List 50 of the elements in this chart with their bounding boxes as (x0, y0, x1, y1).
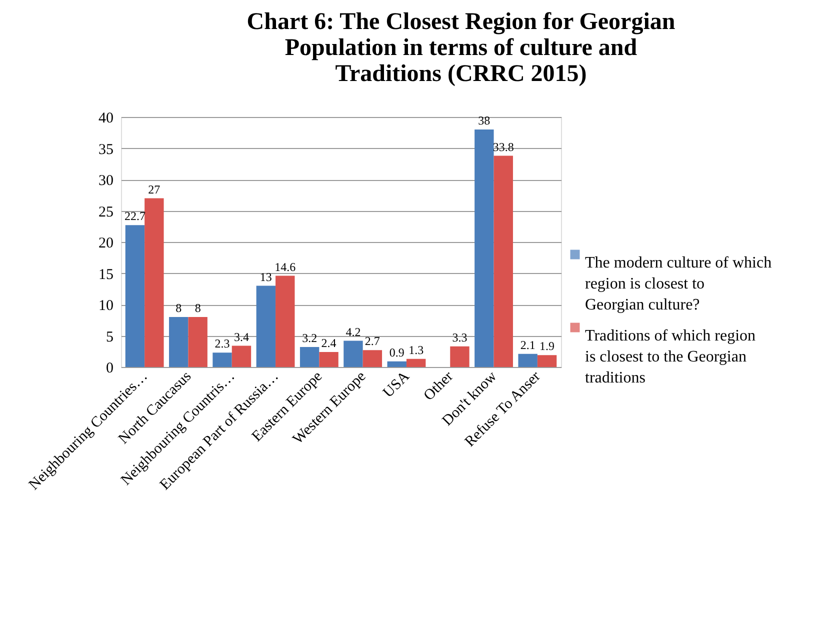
bar (188, 317, 208, 367)
bar (406, 358, 426, 367)
bar (300, 347, 320, 367)
data-label: 0.9 (389, 345, 404, 360)
data-label: 3.4 (234, 330, 249, 344)
data-label: 1.3 (408, 342, 424, 357)
data-label: 2.1 (520, 338, 536, 352)
bar (450, 346, 470, 367)
bar (537, 355, 557, 367)
bar (256, 286, 276, 367)
data-label: 4.2 (346, 324, 361, 339)
data-label: 2.7 (364, 334, 380, 348)
bar (212, 352, 232, 367)
y-tick-label: 40 (98, 110, 114, 126)
data-label: 2.4 (321, 336, 336, 350)
data-label: 8 (194, 301, 201, 315)
bar (474, 130, 494, 367)
data-label: 27 (148, 182, 160, 196)
data-label: 13 (260, 270, 272, 284)
data-label: 3.2 (302, 331, 318, 345)
bar (144, 198, 164, 367)
y-tick-label: 25 (98, 204, 114, 220)
bar (494, 156, 513, 367)
y-tick-label: 20 (98, 236, 114, 252)
data-label: 2.3 (214, 336, 230, 351)
bar (344, 340, 363, 367)
bar (169, 317, 188, 367)
bar (319, 352, 338, 367)
y-tick-label: 15 (98, 266, 114, 283)
data-label: 14.6 (274, 260, 296, 274)
y-tick-label: 35 (98, 142, 114, 158)
data-label: 38 (478, 114, 490, 128)
data-label: 33.8 (492, 140, 514, 154)
data-label: 8 (176, 301, 182, 315)
legend-label: Traditions of which region is closest to the Georgian traditions (585, 328, 756, 386)
y-tick-label: 10 (98, 298, 114, 314)
chart-title: Chart 6: The Closest Region for Georgian Population in terms of culture and Traditions (CRRC 2015) (246, 9, 676, 87)
bar (387, 361, 406, 367)
legend-label: The modern culture of which region is closest to Georgian culture? (585, 254, 772, 314)
bar (276, 276, 295, 367)
y-tick-label: 30 (98, 173, 114, 189)
y-tick-label: 0 (106, 360, 114, 376)
data-label: 3.3 (452, 330, 468, 344)
y-tick-label: 5 (106, 329, 114, 346)
bar (125, 225, 145, 367)
x-tick-label: USA (380, 368, 413, 402)
data-label: 1.9 (540, 339, 555, 354)
bar (518, 354, 538, 367)
bar (362, 350, 382, 367)
bar (232, 346, 252, 367)
